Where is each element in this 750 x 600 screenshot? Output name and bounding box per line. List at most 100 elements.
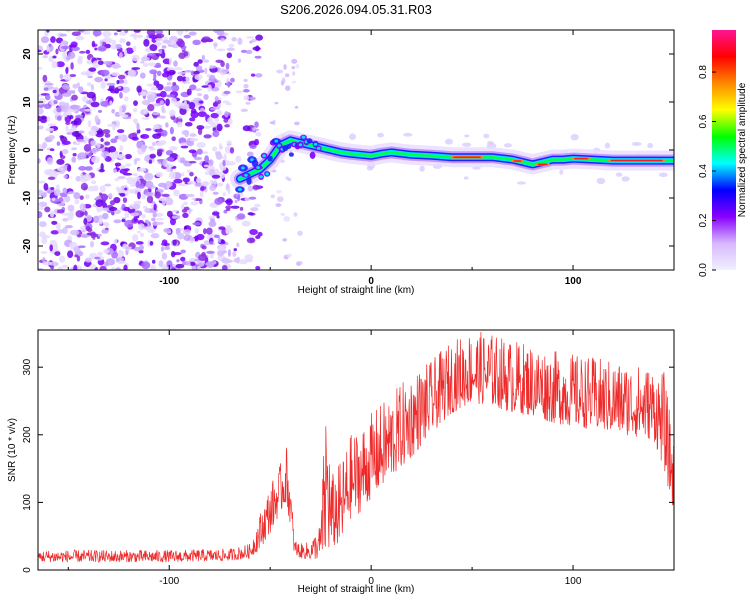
noise-blob bbox=[132, 118, 138, 124]
noise-blob bbox=[197, 59, 203, 64]
noise-blob bbox=[71, 147, 78, 151]
noise-blob bbox=[46, 115, 51, 122]
noise-blob bbox=[166, 82, 172, 86]
noise-blob bbox=[124, 30, 129, 34]
noise-blob bbox=[38, 125, 44, 130]
noise-blob bbox=[56, 209, 65, 214]
y-tick-label: 200 bbox=[22, 426, 33, 443]
noise-blob bbox=[59, 33, 67, 37]
noise-blob bbox=[83, 144, 92, 152]
noise-blob bbox=[104, 78, 108, 82]
noise-blob bbox=[93, 215, 100, 224]
noise-blob bbox=[46, 30, 50, 33]
noise-blob bbox=[220, 37, 225, 42]
noise-blob bbox=[99, 185, 106, 193]
noise-blob bbox=[186, 169, 191, 174]
noise-blob bbox=[119, 105, 123, 113]
noise-blob bbox=[155, 33, 165, 39]
noise-blob bbox=[66, 131, 74, 135]
noise-blob bbox=[173, 60, 178, 67]
signal-scatter bbox=[265, 172, 269, 176]
noise-blob bbox=[156, 217, 164, 221]
noise-blob bbox=[46, 168, 55, 175]
noise-blob bbox=[79, 211, 85, 216]
noise-blob bbox=[123, 79, 128, 84]
noise-blob bbox=[168, 57, 172, 65]
noise-blob bbox=[118, 257, 125, 261]
noise-blob bbox=[38, 180, 46, 184]
noise-blob bbox=[254, 138, 260, 146]
noise-blob bbox=[140, 91, 147, 97]
signal-scatter bbox=[309, 151, 316, 159]
noise-blob bbox=[483, 133, 490, 139]
noise-blob bbox=[113, 209, 121, 214]
noise-blob bbox=[89, 264, 96, 270]
noise-blob bbox=[141, 213, 146, 219]
noise-blob bbox=[183, 34, 191, 39]
noise-blob bbox=[284, 85, 291, 91]
noise-blob bbox=[241, 220, 251, 227]
noise-blob bbox=[127, 69, 137, 77]
noise-blob bbox=[59, 73, 64, 80]
signal-scatter bbox=[246, 176, 252, 185]
noise-blob bbox=[43, 183, 49, 191]
noise-blob bbox=[178, 52, 186, 60]
noise-blob bbox=[189, 117, 196, 122]
noise-blob bbox=[647, 142, 654, 149]
noise-blob bbox=[122, 197, 128, 204]
noise-blob bbox=[64, 225, 73, 229]
noise-blob bbox=[236, 213, 246, 220]
noise-blob bbox=[212, 211, 220, 216]
noise-blob bbox=[172, 82, 177, 86]
noise-blob bbox=[98, 169, 105, 173]
noise-blob bbox=[141, 99, 151, 106]
noise-blob bbox=[444, 138, 453, 145]
noise-blob bbox=[104, 183, 112, 187]
noise-blob bbox=[213, 179, 218, 185]
noise-blob bbox=[252, 127, 256, 131]
y-tick-label: -20 bbox=[22, 238, 33, 253]
noise-blob bbox=[169, 126, 174, 135]
noise-blob bbox=[177, 183, 187, 187]
signal-scatter bbox=[256, 166, 260, 170]
noise-blob bbox=[132, 202, 141, 210]
noise-blob bbox=[148, 159, 153, 164]
signal-scatter bbox=[288, 152, 294, 157]
noise-blob bbox=[209, 241, 214, 245]
noise-blob bbox=[131, 54, 140, 62]
noise-blob bbox=[179, 107, 187, 116]
noise-blob bbox=[75, 35, 85, 41]
noise-blob bbox=[193, 70, 200, 75]
noise-blob bbox=[291, 58, 298, 64]
noise-blob bbox=[103, 152, 107, 159]
noise-blob bbox=[97, 251, 103, 256]
noise-blob bbox=[118, 31, 127, 36]
noise-blob bbox=[139, 232, 145, 238]
noise-blob bbox=[115, 267, 121, 270]
noise-blob bbox=[71, 31, 81, 37]
noise-blob bbox=[236, 242, 240, 248]
noise-blob bbox=[184, 121, 193, 127]
noise-blob bbox=[199, 190, 204, 198]
noise-blob bbox=[225, 208, 231, 212]
noise-blob bbox=[167, 69, 176, 75]
noise-blob bbox=[213, 42, 218, 47]
noise-blob bbox=[65, 121, 71, 125]
noise-blob bbox=[227, 187, 231, 195]
noise-blob bbox=[97, 109, 103, 113]
noise-blob bbox=[181, 81, 191, 84]
noise-blob bbox=[56, 141, 61, 146]
noise-blob bbox=[67, 51, 76, 59]
noise-blob bbox=[86, 91, 96, 99]
noise-blob bbox=[76, 255, 81, 262]
spectrogram-ylabel: Frequency (Hz) bbox=[7, 116, 18, 185]
noise-blob bbox=[189, 137, 199, 142]
noise-blob bbox=[117, 176, 126, 180]
noise-blob bbox=[170, 84, 180, 92]
noise-blob bbox=[111, 266, 116, 270]
noise-blob bbox=[180, 142, 188, 146]
noise-blob bbox=[108, 192, 113, 199]
noise-blob bbox=[152, 133, 162, 139]
noise-blob bbox=[69, 115, 74, 120]
